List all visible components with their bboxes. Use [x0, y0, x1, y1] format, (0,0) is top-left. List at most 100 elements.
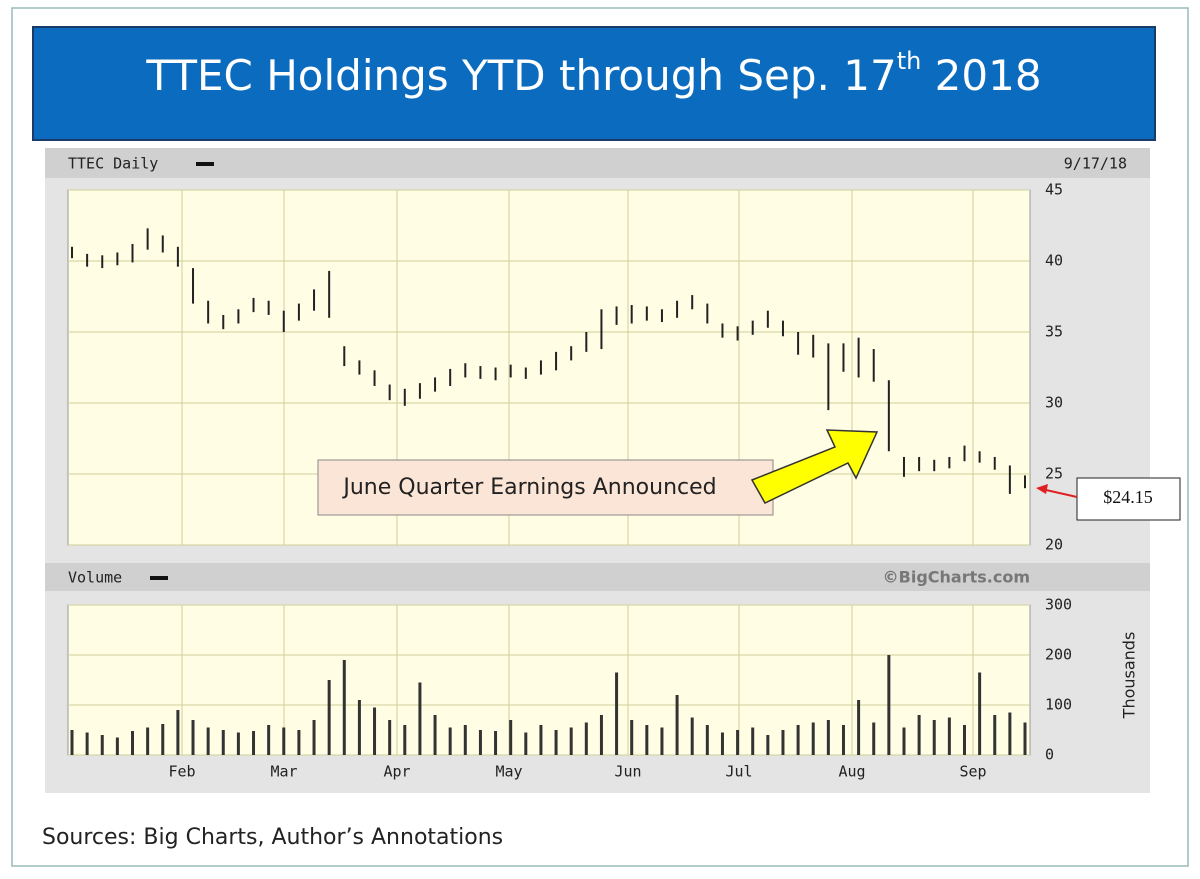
date-label: 9/17/18	[1064, 155, 1127, 173]
x-tick-label: Sep	[959, 763, 986, 781]
y-tick-label: 40	[1045, 252, 1063, 270]
y-tick-label: 0	[1045, 746, 1054, 764]
volume-bar	[599, 715, 603, 755]
volume-bar	[357, 700, 361, 755]
credit: ©BigCharts.com	[883, 568, 1030, 587]
volume-bar	[690, 717, 694, 755]
volume-bar	[161, 724, 165, 755]
volume-bar	[1008, 712, 1012, 755]
volume-bar	[252, 731, 256, 755]
price-label-text: $24.15	[1103, 487, 1153, 507]
footer: Sources: Big Charts, Author’s Annotation…	[42, 825, 503, 850]
y-tick-label: 300	[1045, 596, 1072, 614]
x-tick-label: Jul	[725, 763, 752, 781]
x-tick-label: Feb	[168, 763, 195, 781]
volume-bar	[221, 730, 225, 755]
volume-bar	[872, 722, 876, 755]
volume-bar	[418, 682, 422, 755]
volume-bar	[463, 725, 467, 755]
x-tick-label: Mar	[270, 763, 297, 781]
y-axis-label: Thousands	[1120, 632, 1139, 720]
volume-bar	[736, 730, 740, 755]
volume-bar	[176, 710, 180, 755]
volume-bar	[282, 727, 286, 755]
volume-bar	[115, 737, 119, 755]
volume-bar	[615, 672, 619, 755]
y-tick-label: 100	[1045, 696, 1072, 714]
price-label: TTEC Daily	[68, 155, 158, 173]
volume-bar	[206, 727, 210, 755]
volume-bar	[826, 720, 830, 755]
volume-bar	[917, 715, 921, 755]
volume-bar	[841, 725, 845, 755]
volume-bar	[993, 715, 997, 755]
title-text: TTEC Holdings YTD through Sep. 17	[145, 51, 896, 100]
volume-bar	[70, 730, 74, 755]
volume-bar	[236, 732, 240, 755]
volume-bar	[569, 727, 573, 755]
volume-bar	[342, 660, 346, 755]
price-box	[1076, 477, 1181, 521]
volume-bar	[297, 730, 301, 755]
annotation: June Quarter Earnings Announced	[341, 475, 716, 500]
volume-bar	[433, 715, 437, 755]
volume-bar	[100, 735, 104, 755]
volume-bar	[720, 732, 724, 755]
y-tick-label: 35	[1045, 323, 1063, 341]
legend-icon	[196, 162, 214, 166]
volume-bar	[796, 725, 800, 755]
volume-bar	[1023, 722, 1027, 755]
volume-label: Volume	[68, 569, 122, 587]
volume-bar	[932, 720, 936, 755]
volume-bar	[947, 717, 951, 755]
annotation-box	[317, 459, 774, 516]
volume-bar	[675, 695, 679, 755]
volume-bar	[191, 720, 195, 755]
volume-bar	[267, 725, 271, 755]
price-arrow	[1045, 489, 1078, 498]
volume-bar	[312, 720, 316, 755]
annotation-arrow	[750, 429, 879, 504]
title-sup: th	[897, 47, 922, 75]
y-tick-label: 30	[1045, 394, 1063, 412]
x-tick-label: May	[495, 763, 522, 781]
legend-icon	[150, 576, 168, 580]
volume-bar	[645, 725, 649, 755]
volume-bar	[478, 730, 482, 755]
volume-bar	[509, 720, 513, 755]
volume-bar	[766, 735, 770, 755]
volume-bar	[131, 731, 135, 755]
price-arrow-head	[1036, 484, 1048, 494]
x-tick-label: Aug	[838, 763, 865, 781]
volume-bar	[494, 731, 498, 755]
volume-header	[45, 563, 1150, 591]
volume-plot	[67, 604, 1031, 756]
volume-bar	[373, 707, 377, 755]
volume-bar	[539, 725, 543, 755]
volume-bar	[554, 730, 558, 755]
volume-bar	[781, 730, 785, 755]
title-banner	[32, 26, 1156, 141]
title-end: 2018	[921, 51, 1041, 100]
volume-bar	[584, 722, 588, 755]
y-tick-label: 45	[1045, 181, 1063, 199]
volume-bar	[902, 727, 906, 755]
volume-bar	[811, 722, 815, 755]
volume-bar	[857, 700, 861, 755]
title: TTEC Holdings YTD through Sep. 17th 2018	[145, 47, 1041, 100]
volume-bar	[448, 727, 452, 755]
volume-bar	[630, 720, 634, 755]
volume-bar	[403, 725, 407, 755]
volume-bar	[524, 732, 528, 755]
volume-bar	[660, 727, 664, 755]
y-tick-label: 200	[1045, 646, 1072, 664]
volume-bar	[388, 720, 392, 755]
marks: 20 25 30 35 40 45 0 100 200 300 Feb Mar Apr May Jun Jul…	[68, 181, 1072, 781]
y-tick-label: 25	[1045, 465, 1063, 483]
volume-bar	[85, 732, 89, 755]
volume-bar	[887, 655, 891, 755]
volume-bar	[978, 672, 982, 755]
volume-bar	[327, 680, 331, 755]
volume-bar	[962, 725, 966, 755]
